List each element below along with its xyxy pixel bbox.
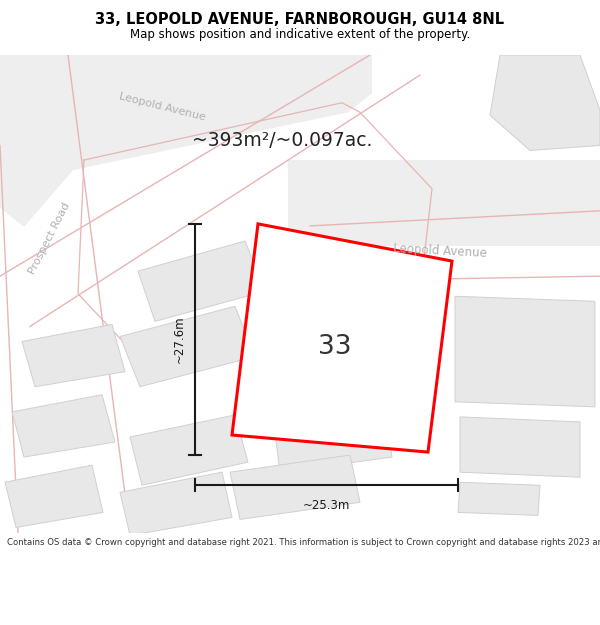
Text: ~27.6m: ~27.6m: [173, 316, 185, 363]
Text: Leopold Avenue: Leopold Avenue: [393, 242, 487, 260]
Text: 33, LEOPOLD AVENUE, FARNBOROUGH, GU14 8NL: 33, LEOPOLD AVENUE, FARNBOROUGH, GU14 8N…: [95, 12, 505, 27]
Polygon shape: [0, 55, 372, 179]
Polygon shape: [12, 395, 115, 457]
Polygon shape: [490, 55, 600, 151]
Polygon shape: [120, 472, 232, 536]
Polygon shape: [22, 324, 125, 387]
Text: Contains OS data © Crown copyright and database right 2021. This information is : Contains OS data © Crown copyright and d…: [7, 538, 600, 547]
Polygon shape: [458, 482, 540, 516]
Text: ~25.3m: ~25.3m: [303, 499, 350, 512]
Polygon shape: [455, 296, 595, 407]
Polygon shape: [120, 306, 255, 387]
Polygon shape: [138, 241, 265, 321]
Polygon shape: [288, 160, 600, 246]
Text: Prospect Road: Prospect Road: [28, 201, 73, 276]
Polygon shape: [130, 415, 248, 485]
Polygon shape: [255, 294, 375, 392]
Text: 33: 33: [318, 334, 352, 359]
Text: Leopold Avenue: Leopold Avenue: [118, 92, 206, 123]
Text: ~393m²/~0.097ac.: ~393m²/~0.097ac.: [192, 131, 372, 151]
Polygon shape: [5, 465, 103, 528]
Polygon shape: [230, 455, 360, 519]
Polygon shape: [232, 224, 452, 452]
Text: Map shows position and indicative extent of the property.: Map shows position and indicative extent…: [130, 28, 470, 41]
Polygon shape: [0, 55, 156, 227]
Polygon shape: [270, 379, 392, 472]
Polygon shape: [460, 417, 580, 478]
